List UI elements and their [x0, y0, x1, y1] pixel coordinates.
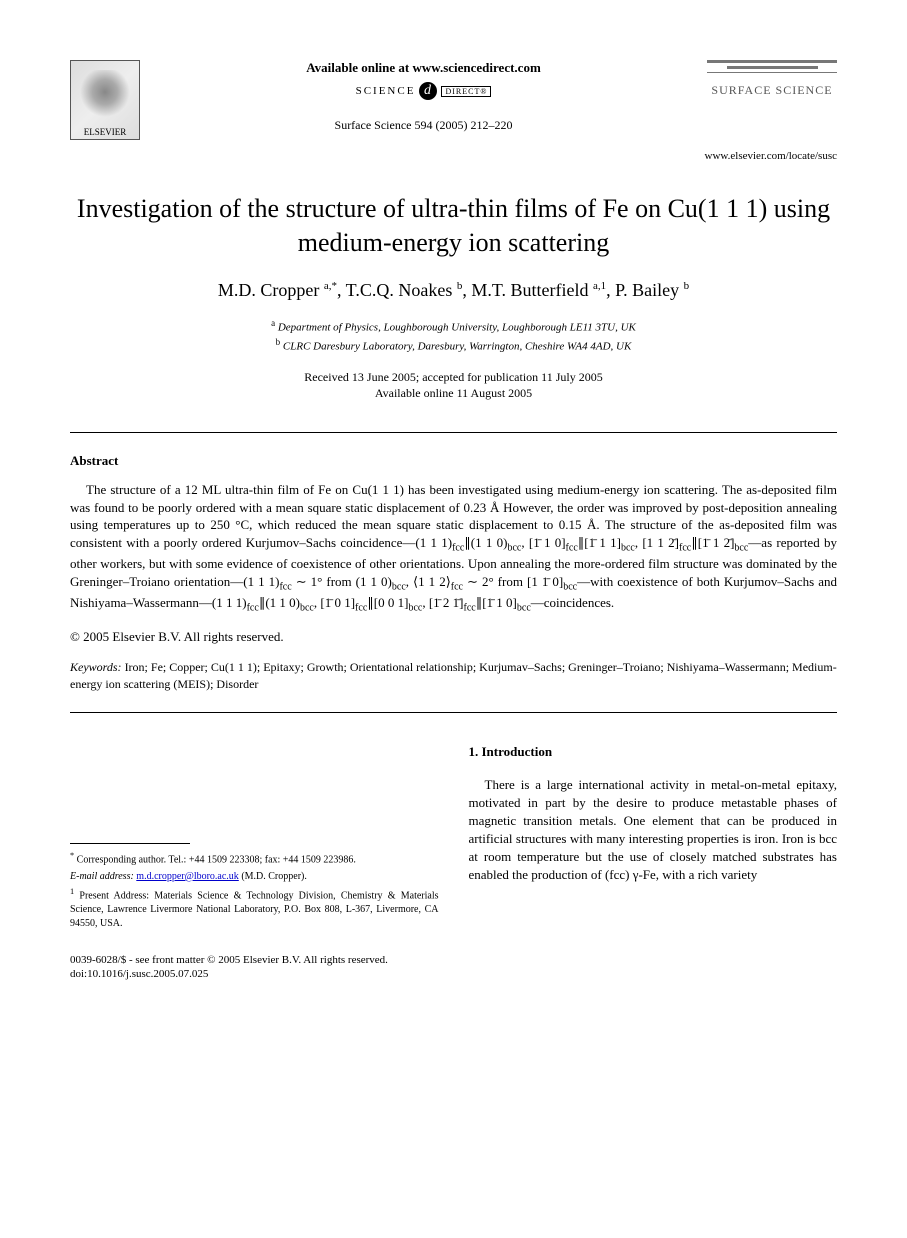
- divider-bottom: [70, 712, 837, 713]
- journal-bars-icon: [707, 60, 837, 73]
- affiliations: a Department of Physics, Loughborough Un…: [70, 317, 837, 355]
- front-matter-line: 0039-6028/$ - see front matter © 2005 El…: [70, 953, 837, 967]
- keywords-label: Keywords:: [70, 660, 122, 674]
- journal-url[interactable]: www.elsevier.com/locate/susc: [70, 150, 837, 162]
- citation-line: Surface Science 594 (2005) 212–220: [160, 118, 687, 133]
- email-name: (M.D. Cropper).: [241, 871, 307, 882]
- elsevier-logo: ELSEVIER: [70, 60, 140, 140]
- journal-logo-block: SURFACE SCIENCE: [707, 60, 837, 98]
- footnotes: * Corresponding author. Tel.: +44 1509 2…: [70, 850, 439, 931]
- abstract-heading: Abstract: [70, 453, 837, 469]
- introduction-heading: 1. Introduction: [469, 743, 838, 761]
- divider-top: [70, 432, 837, 433]
- keywords-text: Iron; Fe; Copper; Cu(1 1 1); Epitaxy; Gr…: [70, 660, 837, 691]
- received-date: Received 13 June 2005; accepted for publ…: [70, 369, 837, 386]
- present-address: Present Address: Materials Science & Tec…: [70, 890, 439, 929]
- publication-dates: Received 13 June 2005; accepted for publ…: [70, 369, 837, 403]
- abstract-copyright: © 2005 Elsevier B.V. All rights reserved…: [70, 629, 837, 645]
- authors-line: M.D. Cropper a,*, T.C.Q. Noakes b, M.T. …: [70, 280, 837, 301]
- email-link[interactable]: m.d.cropper@lboro.ac.uk: [136, 871, 239, 882]
- affiliation-b: CLRC Daresbury Laboratory, Daresbury, Wa…: [283, 340, 631, 352]
- sciencedirect-logo: SCIENCE d DIRECT®: [160, 82, 687, 100]
- sciencedirect-d-icon: d: [419, 82, 437, 100]
- abstract-body: The structure of a 12 ML ultra-thin film…: [70, 481, 837, 614]
- doi-line: doi:10.1016/j.susc.2005.07.025: [70, 967, 837, 981]
- available-date: Available online 11 August 2005: [70, 385, 837, 402]
- sciencedirect-left: SCIENCE: [356, 85, 416, 97]
- affiliation-a: Department of Physics, Loughborough Univ…: [278, 321, 636, 333]
- corresponding-author: Corresponding author. Tel.: +44 1509 223…: [77, 855, 356, 866]
- body-columns: * Corresponding author. Tel.: +44 1509 2…: [70, 743, 837, 933]
- left-column: * Corresponding author. Tel.: +44 1509 2…: [70, 743, 439, 933]
- elsevier-tree-icon: [80, 70, 130, 125]
- available-online-text: Available online at www.sciencedirect.co…: [160, 60, 687, 76]
- center-header: Available online at www.sciencedirect.co…: [140, 60, 707, 133]
- bottom-meta: 0039-6028/$ - see front matter © 2005 El…: [70, 953, 837, 982]
- journal-name: SURFACE SCIENCE: [707, 83, 837, 98]
- introduction-paragraph: There is a large international activity …: [469, 776, 838, 885]
- right-column: 1. Introduction There is a large interna…: [469, 743, 838, 933]
- page-header: ELSEVIER Available online at www.science…: [70, 60, 837, 140]
- keywords-block: Keywords: Iron; Fe; Copper; Cu(1 1 1); E…: [70, 659, 837, 693]
- footnote-rule: [70, 843, 190, 844]
- sciencedirect-right: DIRECT®: [441, 86, 491, 97]
- publisher-name: ELSEVIER: [84, 127, 127, 137]
- email-label: E-mail address:: [70, 871, 134, 882]
- article-title: Investigation of the structure of ultra-…: [70, 192, 837, 260]
